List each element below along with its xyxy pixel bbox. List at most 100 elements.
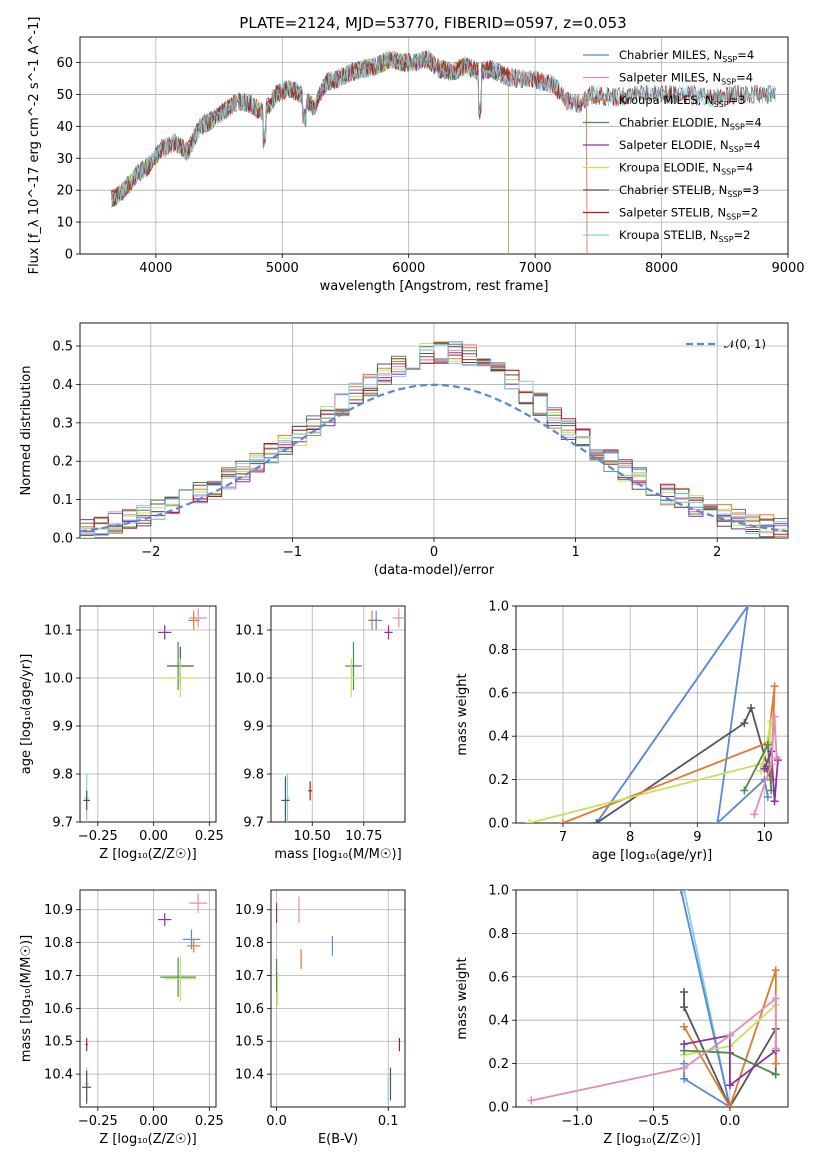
y-tick-label: 0.0 — [52, 532, 73, 547]
weight-marker — [713, 819, 722, 823]
legend-entry: 𝒩(0, 1) — [724, 337, 766, 351]
chart-age-vs-mass: 10.50 10.75 9.7 9.8 9.9 10.0 10.1 mass [log₁₀(M… — [235, 605, 406, 862]
legend-entry: Kroupa MILES, NSSP=3 — [619, 93, 745, 109]
legend-label: Kroupa MILES, N — [619, 93, 714, 107]
weight-line — [595, 606, 769, 823]
weight-marker — [740, 786, 749, 795]
axes-frame — [515, 605, 789, 824]
legend-entry: Kroupa STELIB, NSSP=2 — [619, 228, 750, 244]
y-tick-label: 10.8 — [44, 936, 73, 951]
y-tick-label: 30 — [56, 152, 73, 167]
chart-weight-vs-Z: −1.0 −0.5 0.0 0.0 0.2 0.4 0.6 0.8 1.0 Z [log₁₀(Z/… — [455, 884, 789, 1147]
plot-area — [275, 896, 401, 1104]
legend-nssp: =2 — [741, 206, 758, 220]
x-tick-label: −2 — [141, 545, 160, 560]
y-tick-label: 10.6 — [235, 1002, 264, 1017]
legend-nssp: =3 — [729, 93, 746, 107]
y-tick-label: 0.4 — [488, 730, 509, 745]
axes-frame — [79, 605, 217, 823]
y-tick-label: 0.1 — [52, 493, 73, 508]
weight-marker — [763, 740, 772, 749]
weight-marker — [680, 1040, 689, 1049]
weight-line — [680, 890, 731, 1107]
x-tick-label: 0.25 — [195, 1114, 224, 1129]
legend-subscript: SSP — [729, 145, 744, 154]
y-tick-label: 10 — [56, 216, 73, 231]
legend-subscript: SSP — [721, 168, 736, 177]
y-tick-label: 60 — [56, 56, 73, 71]
legend-nssp: =2 — [734, 228, 751, 242]
legend-entry: Salpeter MILES, NSSP=4 — [619, 71, 753, 87]
legend-entry: Chabrier STELIB, NSSP=3 — [619, 183, 759, 199]
legend-entry: Kroupa ELODIE, NSSP=4 — [619, 161, 753, 177]
weight-marker — [592, 819, 601, 823]
x-tick-label: 0.25 — [195, 829, 224, 844]
weight-marker — [760, 764, 769, 773]
x-tick-label: 0.1 — [378, 1114, 399, 1129]
legend-nssp: =4 — [745, 116, 762, 130]
legend-nssp: =4 — [744, 138, 761, 152]
x-tick-label: −0.25 — [78, 829, 118, 844]
y-tick-label: 50 — [56, 88, 73, 103]
y-tick-label: 9.7 — [52, 816, 73, 831]
axes-frame — [515, 889, 789, 1108]
legend-label: Salpeter MILES, N — [619, 71, 721, 85]
x-tick-label: 9000 — [771, 261, 804, 276]
chart-age-vs-Z: −0.25 0.00 0.25 9.7 9.8 9.9 10.0 10.1 Z [log₁₀(Z… — [19, 605, 224, 862]
weight-marker — [770, 712, 779, 721]
y-tick-label: 9.9 — [243, 720, 264, 735]
y-tick-label: 1.0 — [488, 600, 509, 615]
residual-histogram — [80, 343, 788, 538]
x-tick-label: 7000 — [519, 261, 552, 276]
weight-marker — [767, 760, 776, 769]
figure-title: PLATE=2124, MJD=53770, FIBERID=0597, z=0… — [239, 14, 626, 32]
y-tick-label: 10.9 — [44, 903, 73, 918]
x-tick-label: 9 — [693, 830, 701, 845]
legend-nssp: =4 — [736, 161, 753, 175]
weight-marker — [750, 810, 759, 819]
y-tick-label: 9.8 — [243, 768, 264, 783]
y-axis-label: Normed distribution — [19, 366, 34, 496]
y-tick-label: 9.8 — [52, 768, 73, 783]
x-axis-label: Z [log₁₀(Z/Z☉)] — [603, 1132, 700, 1147]
weight-marker — [772, 753, 781, 762]
legend-label: Chabrier STELIB, N — [619, 183, 727, 197]
y-tick-label: 0.0 — [488, 817, 509, 832]
plot-area — [527, 890, 780, 1107]
y-tick-label: 10.6 — [44, 1002, 73, 1017]
x-tick-label: 10.50 — [294, 829, 331, 844]
plot-area — [281, 608, 405, 822]
legend-subscript: SSP — [721, 78, 736, 87]
weight-marker — [559, 819, 568, 823]
weight-marker — [680, 1003, 689, 1012]
legend-label: Chabrier MILES, N — [619, 48, 722, 62]
y-tick-label: 10.7 — [235, 969, 264, 984]
plot-area — [80, 340, 788, 538]
weight-marker — [680, 890, 689, 894]
weight-line — [683, 1034, 777, 1088]
x-tick-label: 7 — [559, 830, 567, 845]
x-tick-label: 4000 — [139, 261, 172, 276]
y-tick-label: 9.7 — [243, 816, 264, 831]
x-tick-label: 8000 — [645, 261, 678, 276]
y-tick-label: 1.0 — [488, 884, 509, 899]
axes-frame — [79, 322, 789, 539]
plot-area — [525, 606, 782, 823]
x-tick-label: −1.0 — [561, 1114, 593, 1129]
y-axis-label: Flux [f_λ 10^-17 erg cm^-2 s^-1 A^-1] — [27, 17, 42, 275]
legend-entry: Salpeter STELIB, NSSP=2 — [619, 206, 758, 222]
weight-marker — [680, 1063, 689, 1072]
weight-marker — [525, 819, 534, 823]
y-tick-label: 40 — [56, 120, 73, 135]
x-axis-label: (data-model)/error — [374, 563, 495, 578]
spectrum-series-line — [111, 49, 776, 209]
legend-subscript: SSP — [730, 123, 745, 132]
chart-mass-vs-ebv: 0.0 0.1 10.4 10.5 10.6 10.7 10.8 10.9 E(B-V) — [235, 889, 406, 1147]
y-tick-label: 0.0 — [488, 1101, 509, 1116]
residual-histogram — [80, 344, 788, 536]
weight-marker — [527, 1096, 536, 1105]
legend-nssp: =4 — [736, 71, 753, 85]
legend-entry: Chabrier ELODIE, NSSP=4 — [619, 116, 762, 132]
weight-marker — [771, 1059, 780, 1068]
